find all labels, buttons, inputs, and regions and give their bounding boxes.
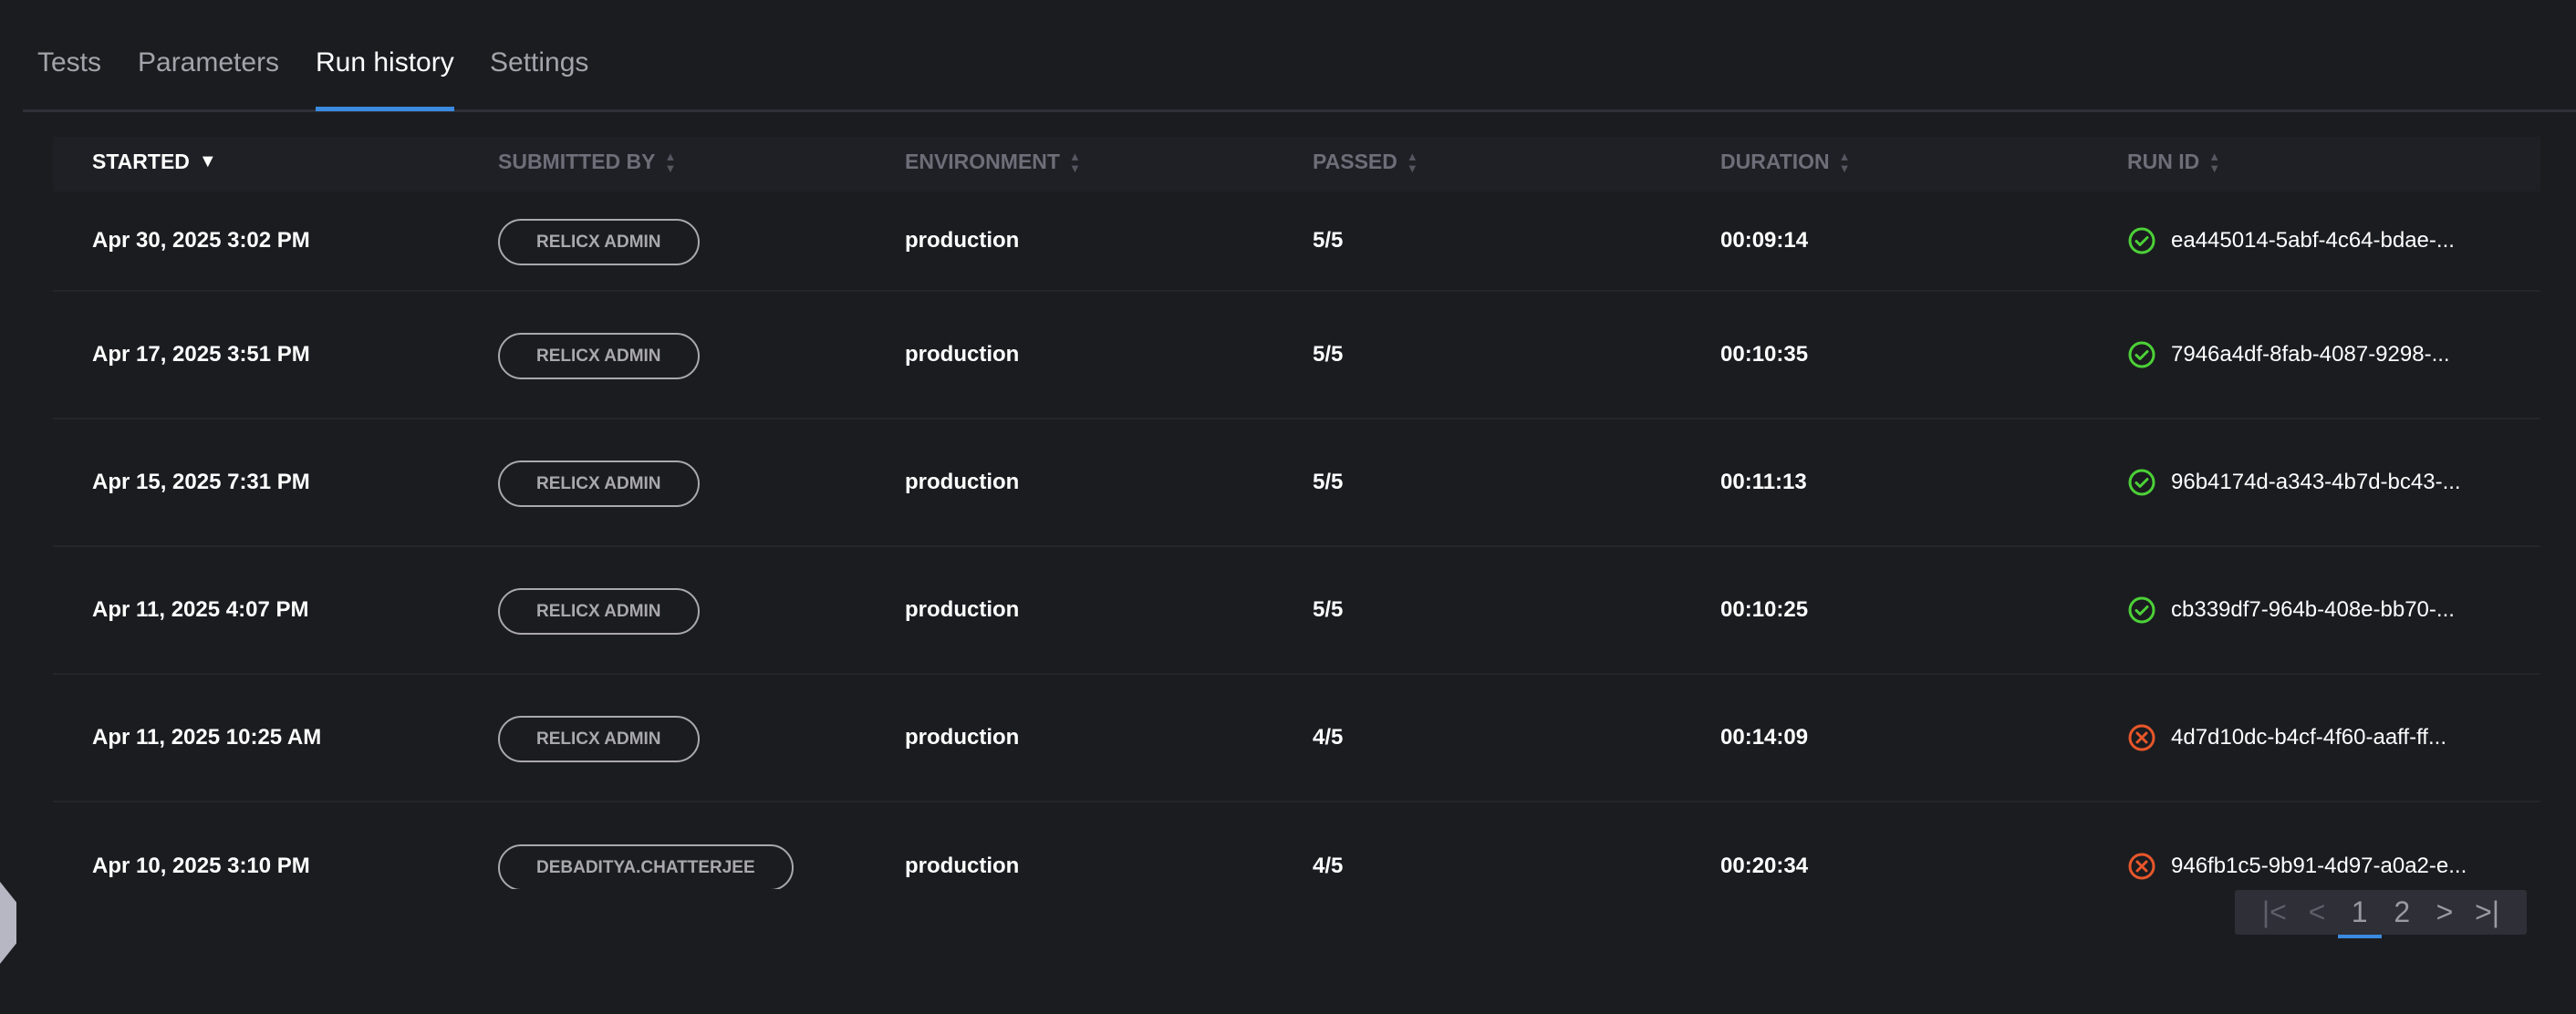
run-id-link[interactable]: ea445014-5abf-4c64-bdae-... [2171,228,2455,253]
column-label: SUBMITTED BY [498,150,656,173]
column-label: STARTED [92,150,190,173]
side-panel-toggle-icon[interactable] [0,882,16,964]
submitter-badge: RELICX ADMIN [498,219,700,265]
page-1-button[interactable]: 1 [2337,895,2382,938]
x-circle-icon [2128,724,2155,751]
sort-icon: ▲ ▼ [1838,149,1851,175]
run-id-cell[interactable]: cb339df7-964b-408e-bb70-... [2127,595,2455,625]
page-2-button[interactable]: 2 [2394,895,2411,928]
submitted-by-cell: RELICX ADMIN [498,460,700,507]
passed-cell: 4/5 [1313,725,1344,750]
tab-settings[interactable]: Settings [490,47,589,78]
table-row[interactable]: Apr 10, 2025 3:10 PM DEBADITYA.CHATTERJEE… [53,802,2540,889]
table-row[interactable]: Apr 30, 2025 3:02 PM RELICX ADMIN producti… [53,191,2540,292]
started-cell: Apr 11, 2025 10:25 AM [92,725,322,750]
check-circle-icon [2128,227,2155,254]
run-id-cell[interactable]: 946fb1c5-9b91-4d97-a0a2-e... [2127,852,2467,881]
submitter-badge: RELICX ADMIN [498,588,700,635]
table-row[interactable]: Apr 11, 2025 4:07 PM RELICX ADMIN producti… [53,547,2540,675]
table-row[interactable]: Apr 17, 2025 3:51 PM RELICX ADMIN producti… [53,292,2540,419]
column-label: PASSED [1313,150,1397,173]
environment-cell: production [905,228,1020,253]
run-id-link[interactable]: 96b4174d-a343-4b7d-bc43-... [2171,470,2461,494]
table-row[interactable]: Apr 11, 2025 10:25 AM RELICX ADMIN product… [53,675,2540,802]
column-label: ENVIRONMENT [905,150,1060,173]
passed-cell: 5/5 [1313,597,1344,622]
sort-icon: ▲ ▼ [1406,149,1418,175]
run-id-link[interactable]: 4d7d10dc-b4cf-4f60-aaff-ff... [2171,725,2446,750]
duration-cell: 00:20:34 [1720,854,1809,878]
duration-cell: 00:10:25 [1720,597,1809,622]
run-id-cell[interactable]: ea445014-5abf-4c64-bdae-... [2127,226,2455,255]
next-page-button[interactable]: > [2436,895,2454,928]
submitter-badge: DEBADITYA.CHATTERJEE [498,844,794,889]
passed-cell: 4/5 [1313,854,1344,878]
environment-cell: production [905,725,1020,750]
tab-tests[interactable]: Tests [37,47,102,78]
column-header-submitted-by[interactable]: SUBMITTED BY ▲ ▼ [498,150,676,174]
column-header-environment[interactable]: ENVIRONMENT ▲ ▼ [905,150,1081,174]
prev-page-button[interactable]: < [2308,895,2326,928]
first-page-button[interactable]: |< [2261,895,2287,928]
table-row[interactable]: Apr 15, 2025 7:31 PM RELICX ADMIN producti… [53,419,2540,547]
passed-cell: 5/5 [1313,470,1344,494]
tab-bar: Tests Parameters Run history Settings [23,0,2576,112]
sort-icon: ▲ ▼ [1068,149,1081,175]
submitted-by-cell: RELICX ADMIN [498,588,700,635]
submitter-badge: RELICX ADMIN [498,460,700,507]
run-id-cell[interactable]: 7946a4df-8fab-4087-9298-... [2127,340,2450,369]
submitted-by-cell: RELICX ADMIN [498,333,700,379]
submitted-by-cell: DEBADITYA.CHATTERJEE [498,844,794,889]
duration-cell: 00:11:13 [1720,470,1807,494]
run-id-cell[interactable]: 4d7d10dc-b4cf-4f60-aaff-ff... [2127,723,2446,752]
sort-icon: ▲ ▼ [664,149,677,175]
environment-cell: production [905,342,1020,367]
submitted-by-cell: RELICX ADMIN [498,219,700,265]
tab-run-history[interactable]: Run history [316,47,454,111]
check-circle-icon [2128,341,2155,368]
sort-icon: ▲ ▼ [2208,149,2221,175]
duration-cell: 00:09:14 [1720,228,1809,253]
last-page-button[interactable]: >| [2475,895,2500,928]
passed-cell: 5/5 [1313,228,1344,253]
run-id-link[interactable]: 7946a4df-8fab-4087-9298-... [2171,342,2450,367]
column-header-passed[interactable]: PASSED ▲ ▼ [1313,150,1418,174]
column-label: RUN ID [2127,150,2200,173]
run-id-cell[interactable]: 96b4174d-a343-4b7d-bc43-... [2127,468,2461,497]
table-header: STARTED ▼ SUBMITTED BY ▲ ▼ ENVIRONMENT ▲ ▼ PASSE… [53,137,2540,191]
environment-cell: production [905,854,1020,878]
pagination: |< < 1 2 > >| [2235,890,2527,938]
check-circle-icon [2128,596,2155,624]
sort-desc-icon: ▼ [198,151,217,171]
check-circle-icon [2128,469,2155,496]
started-cell: Apr 17, 2025 3:51 PM [92,342,310,367]
x-circle-icon [2128,853,2155,880]
column-label: DURATION [1720,150,1830,173]
run-history-table: STARTED ▼ SUBMITTED BY ▲ ▼ ENVIRONMENT ▲ ▼ PASSE… [53,137,2540,889]
duration-cell: 00:10:35 [1720,342,1809,367]
passed-cell: 5/5 [1313,342,1344,367]
column-header-run-id[interactable]: RUN ID ▲ ▼ [2127,150,2220,174]
environment-cell: production [905,597,1020,622]
submitted-by-cell: RELICX ADMIN [498,716,700,762]
started-cell: Apr 15, 2025 7:31 PM [92,470,310,494]
duration-cell: 00:14:09 [1720,725,1809,750]
started-cell: Apr 10, 2025 3:10 PM [92,854,310,878]
submitter-badge: RELICX ADMIN [498,716,700,762]
column-header-started[interactable]: STARTED ▼ [92,150,217,174]
column-header-duration[interactable]: DURATION ▲ ▼ [1720,150,1851,174]
run-id-link[interactable]: 946fb1c5-9b91-4d97-a0a2-e... [2171,854,2467,878]
run-id-link[interactable]: cb339df7-964b-408e-bb70-... [2171,597,2455,622]
submitter-badge: RELICX ADMIN [498,333,700,379]
started-cell: Apr 30, 2025 3:02 PM [92,228,310,253]
started-cell: Apr 11, 2025 4:07 PM [92,597,309,622]
environment-cell: production [905,470,1020,494]
tab-parameters[interactable]: Parameters [138,47,280,78]
